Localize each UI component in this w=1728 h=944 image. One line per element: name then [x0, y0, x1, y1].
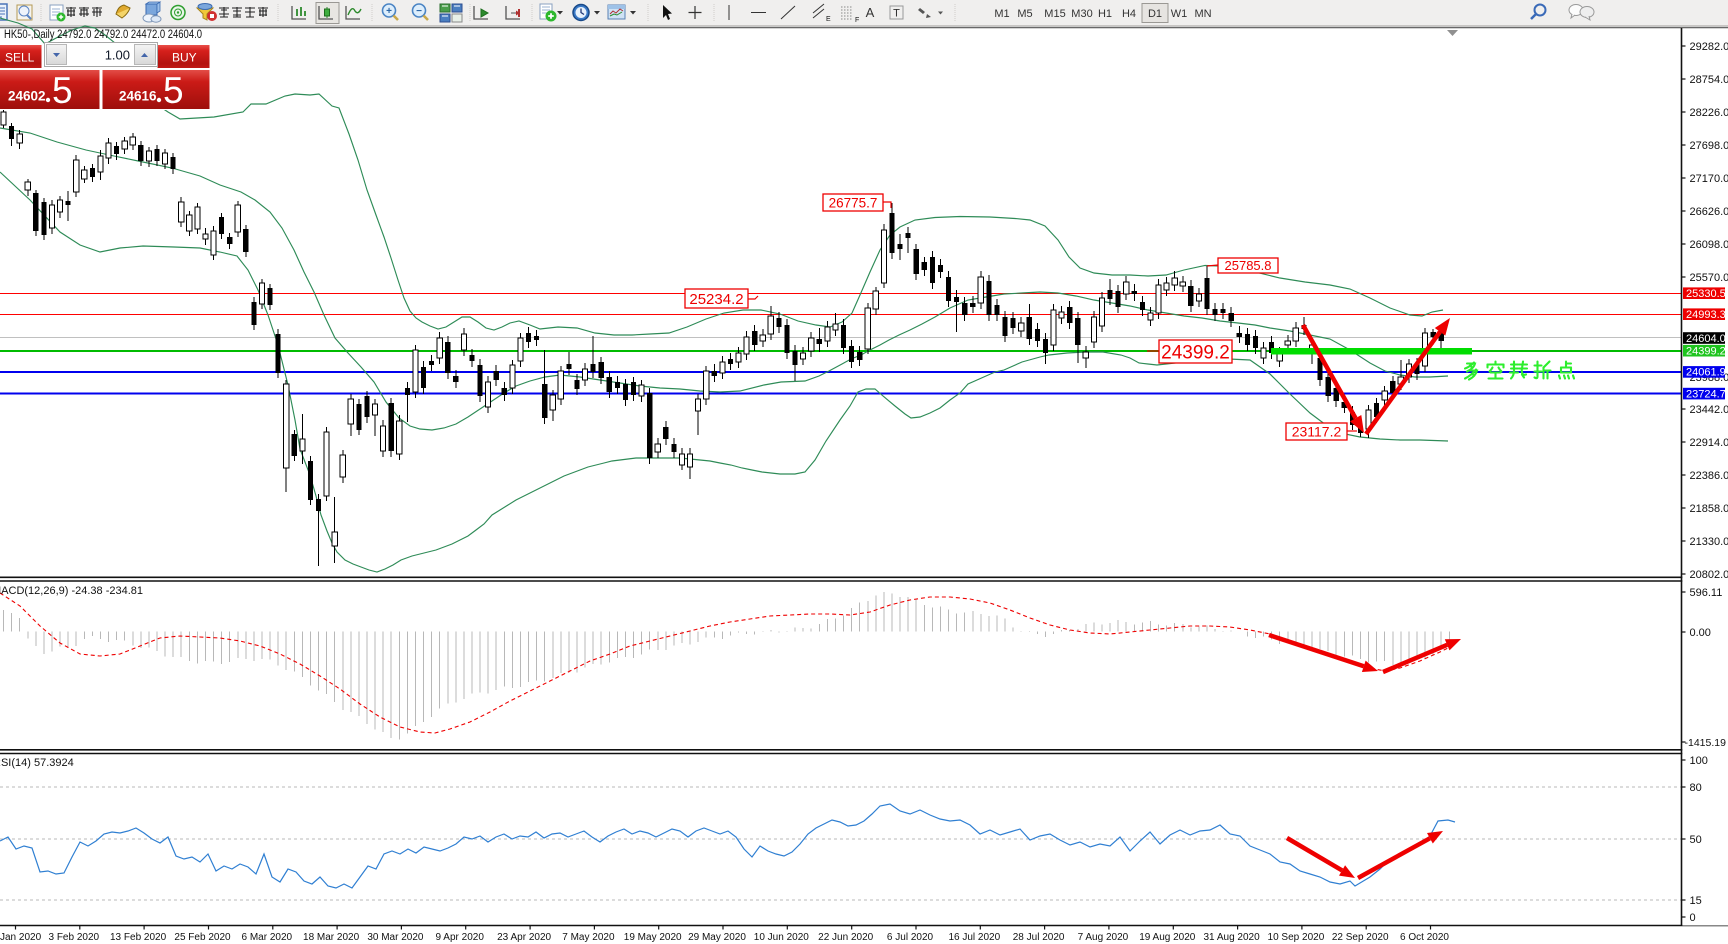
svg-text:H1: H1	[1098, 8, 1112, 20]
svg-text:22 Sep 2020: 22 Sep 2020	[1332, 932, 1389, 943]
svg-text:M1: M1	[994, 8, 1009, 20]
svg-text:25330.5: 25330.5	[1686, 288, 1726, 300]
svg-text:26626.0: 26626.0	[1690, 206, 1728, 218]
svg-text:26775.7: 26775.7	[829, 195, 878, 210]
svg-text:22386.0: 22386.0	[1690, 470, 1728, 482]
svg-text:28754.0: 28754.0	[1690, 74, 1728, 86]
svg-text:24061.9: 24061.9	[1686, 367, 1726, 379]
svg-text:M30: M30	[1071, 8, 1092, 20]
svg-text:28226.0: 28226.0	[1690, 107, 1728, 119]
svg-text:29282.0: 29282.0	[1690, 41, 1728, 53]
svg-text:25570.0: 25570.0	[1690, 272, 1728, 284]
svg-text:BUY: BUY	[172, 51, 197, 65]
svg-text:20802.0: 20802.0	[1690, 569, 1728, 581]
svg-text:28 Jul 2020: 28 Jul 2020	[1013, 932, 1065, 943]
svg-text:23442.0: 23442.0	[1690, 404, 1728, 416]
svg-text:6 Mar 2020: 6 Mar 2020	[242, 932, 293, 943]
svg-text:HK50-,Daily 24792.0 24792.0 2: HK50-,Daily 24792.0 24792.0 24472.0 2460…	[4, 29, 202, 41]
svg-text:-1415.19: -1415.19	[1685, 737, 1727, 749]
svg-text:24602: 24602	[8, 89, 46, 104]
svg-text:T: T	[893, 8, 900, 20]
svg-text:80: 80	[1690, 782, 1702, 794]
svg-text:25785.8: 25785.8	[1225, 258, 1272, 273]
svg-text:A: A	[866, 5, 875, 20]
svg-text:M15: M15	[1044, 8, 1065, 20]
svg-text:−: −	[416, 6, 422, 17]
svg-text:15: 15	[1690, 895, 1702, 907]
svg-text:10 Jun 2020: 10 Jun 2020	[754, 932, 809, 943]
svg-text:+: +	[386, 6, 392, 17]
svg-text:26098.0: 26098.0	[1690, 239, 1728, 251]
svg-text:W1: W1	[1171, 8, 1188, 20]
svg-text:7 Aug 2020: 7 Aug 2020	[1078, 932, 1129, 943]
svg-text:23117.2: 23117.2	[1292, 424, 1342, 440]
svg-text:MACD(12,26,9) -24.38 -234.81: MACD(12,26,9) -24.38 -234.81	[0, 585, 143, 597]
svg-text:6 Jul 2020: 6 Jul 2020	[887, 932, 934, 943]
svg-text:100: 100	[1690, 755, 1708, 767]
svg-text:21330.0: 21330.0	[1690, 536, 1728, 548]
svg-text:19 May 2020: 19 May 2020	[624, 932, 682, 943]
svg-text:23 Apr 2020: 23 Apr 2020	[497, 932, 551, 943]
svg-text:27698.0: 27698.0	[1690, 140, 1728, 152]
svg-text:596.11: 596.11	[1690, 587, 1723, 599]
svg-text:24399.2: 24399.2	[1686, 346, 1726, 358]
svg-text:Jan 2020: Jan 2020	[0, 932, 42, 943]
svg-text:19 Aug 2020: 19 Aug 2020	[1139, 932, 1196, 943]
svg-text:24604.0: 24604.0	[1686, 333, 1726, 345]
svg-text:25 Feb 2020: 25 Feb 2020	[174, 932, 231, 943]
svg-text:5: 5	[163, 70, 184, 111]
svg-text:24993.3: 24993.3	[1686, 309, 1726, 321]
svg-text:22 Jun 2020: 22 Jun 2020	[818, 932, 873, 943]
svg-text:9 Apr 2020: 9 Apr 2020	[436, 932, 485, 943]
svg-text:D1: D1	[1148, 8, 1162, 20]
svg-text:30 Mar 2020: 30 Mar 2020	[367, 932, 424, 943]
svg-text:3 Feb 2020: 3 Feb 2020	[48, 932, 99, 943]
svg-text:0: 0	[1690, 912, 1696, 924]
svg-text:H4: H4	[1122, 8, 1136, 20]
svg-text:29 May 2020: 29 May 2020	[688, 932, 746, 943]
svg-text:7 May 2020: 7 May 2020	[562, 932, 615, 943]
svg-text:16 Jul 2020: 16 Jul 2020	[948, 932, 1000, 943]
svg-text:22914.0: 22914.0	[1690, 437, 1728, 449]
svg-text:SELL: SELL	[5, 51, 35, 65]
svg-text:10 Sep 2020: 10 Sep 2020	[1268, 932, 1325, 943]
svg-text:24399.2: 24399.2	[1161, 342, 1230, 363]
svg-text:F: F	[855, 17, 859, 24]
svg-text:13 Feb 2020: 13 Feb 2020	[110, 932, 167, 943]
svg-text:21858.0: 21858.0	[1690, 503, 1728, 515]
svg-text:50: 50	[1690, 834, 1702, 846]
svg-text:MN: MN	[1194, 8, 1211, 20]
svg-text:5: 5	[52, 70, 73, 111]
svg-text:25234.2: 25234.2	[689, 291, 743, 308]
svg-text:0.00: 0.00	[1690, 627, 1711, 639]
svg-text:1.00: 1.00	[105, 48, 130, 63]
svg-text:18 Mar 2020: 18 Mar 2020	[303, 932, 360, 943]
svg-text:6 Oct 2020: 6 Oct 2020	[1400, 932, 1449, 943]
svg-text:RSI(14) 57.3924: RSI(14) 57.3924	[0, 757, 74, 769]
svg-text:31 Aug 2020: 31 Aug 2020	[1204, 932, 1261, 943]
svg-text:27170.0: 27170.0	[1690, 173, 1728, 185]
svg-text:24616: 24616	[119, 89, 157, 104]
svg-text:23724.7: 23724.7	[1686, 388, 1726, 400]
svg-text:E: E	[826, 16, 831, 23]
svg-text:M5: M5	[1017, 8, 1032, 20]
